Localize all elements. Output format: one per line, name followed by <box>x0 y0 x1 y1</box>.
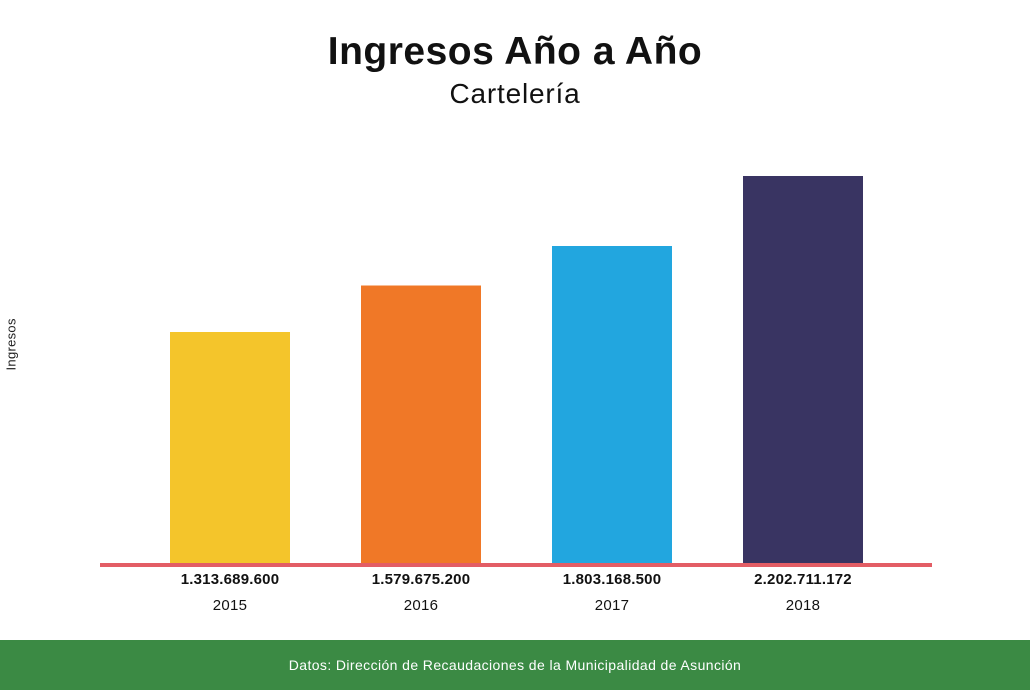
value-label-2018: 2.202.711.172 <box>754 571 852 588</box>
value-label-2015: 1.313.689.600 <box>180 571 280 588</box>
bar-2016 <box>361 285 481 563</box>
chart-subtitle: Cartelería <box>449 78 581 109</box>
bar-chart <box>100 175 932 567</box>
value-label-2016: 1.579.675.200 <box>371 571 471 588</box>
category-label-2017: 2017 <box>594 597 630 614</box>
category-label-2015: 2015 <box>212 597 248 614</box>
category-label-2018: 2018 <box>785 597 821 614</box>
bar-2017 <box>552 246 672 563</box>
x-axis-baseline <box>100 563 932 567</box>
bar-2015 <box>170 332 290 563</box>
data-source-footer: Datos: Dirección de Recaudaciones de la … <box>0 640 1030 690</box>
category-label-2016: 2016 <box>403 597 439 614</box>
data-source-text: Datos: Dirección de Recaudaciones de la … <box>288 657 742 673</box>
bar-2018 <box>743 175 863 563</box>
value-label-2017: 1.803.168.500 <box>562 571 662 588</box>
chart-title: Ingresos Año a Año <box>327 30 703 73</box>
